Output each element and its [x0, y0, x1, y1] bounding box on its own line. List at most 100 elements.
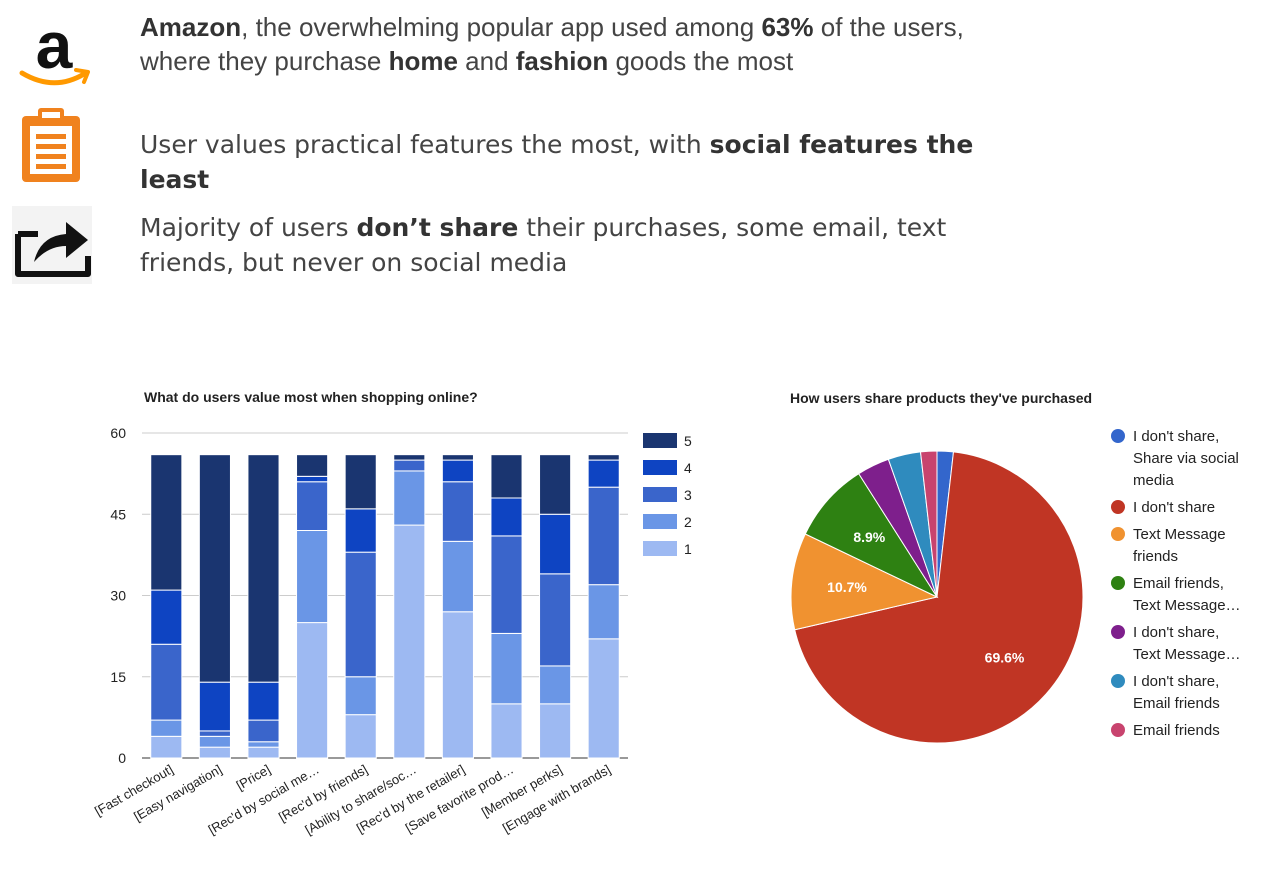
- legend-label: 5: [684, 433, 692, 449]
- bar-segment: [247, 454, 280, 683]
- legend-dot: [1111, 500, 1125, 514]
- bar-segment: [296, 454, 329, 477]
- bar-segment: [490, 497, 523, 537]
- legend-label: I don't share,: [1133, 673, 1219, 690]
- legend-label: Text Message…: [1133, 597, 1241, 614]
- bar-segment: [344, 714, 377, 759]
- insight-text-segment: social features the: [709, 130, 974, 159]
- insight-text-segment: , the overwhelming popular app used amon…: [241, 12, 762, 42]
- bar-segment: [247, 719, 280, 743]
- bar-segment: [150, 589, 183, 645]
- bar-segment: [296, 475, 329, 483]
- legend-label: Share via social: [1133, 450, 1239, 467]
- insight-sharing: Majority of users don’t share their purc…: [140, 210, 946, 280]
- legend-dot: [1111, 527, 1125, 541]
- bar-segment: [587, 454, 620, 461]
- insight-text-segment: where they purchase: [140, 46, 389, 76]
- bar-segment: [198, 735, 231, 748]
- legend-label: Text Message: [1133, 526, 1226, 543]
- y-tick-label: 45: [110, 506, 126, 522]
- legend-label: Email friends: [1133, 722, 1220, 739]
- bar-segment: [198, 746, 231, 759]
- pie-chart: How users share products they've purchas…: [790, 390, 1241, 744]
- insight-text-segment: User values practical features the most,…: [140, 130, 710, 159]
- bar-segment: [393, 454, 426, 461]
- y-tick-label: 60: [110, 425, 126, 441]
- legend-dot: [1111, 674, 1125, 688]
- bar-chart: What do users value most when shopping o…: [92, 389, 692, 837]
- bar-segment: [198, 681, 231, 732]
- bar-segment: [344, 676, 377, 716]
- legend-label: I don't share: [1133, 499, 1215, 516]
- insight-text-segment: fashion: [515, 46, 609, 76]
- bar-segment: [150, 454, 183, 591]
- bar-segment: [247, 741, 280, 748]
- legend-label: 4: [684, 460, 692, 476]
- insight-amazon: Amazon, the overwhelming popular app use…: [140, 10, 964, 78]
- bar-segment: [539, 454, 572, 515]
- bar-segment: [539, 703, 572, 759]
- bar-segment: [587, 638, 620, 759]
- insight-text-segment: least: [140, 165, 210, 194]
- bar-segment: [150, 643, 183, 721]
- legend-label: I don't share,: [1133, 428, 1219, 445]
- legend-label: 1: [684, 541, 692, 557]
- bar-segment: [296, 622, 329, 759]
- pie-data-label: 69.6%: [985, 649, 1025, 665]
- legend-label: Email friends: [1133, 695, 1220, 712]
- bar-segment: [198, 454, 231, 683]
- bar-segment: [198, 730, 231, 737]
- legend-label: media: [1133, 472, 1175, 489]
- clipboard-icon: [22, 108, 80, 182]
- legend-swatch: [643, 541, 677, 556]
- legend-dot: [1111, 576, 1125, 590]
- pie-data-label: 8.9%: [853, 529, 885, 545]
- legend-dot: [1111, 429, 1125, 443]
- legend-label: 3: [684, 487, 692, 503]
- bar-segment: [539, 573, 572, 667]
- bar-segment: [344, 551, 377, 678]
- bar-segment: [393, 459, 426, 472]
- insight-text-segment: goods the most: [608, 46, 794, 76]
- bar-segment: [490, 454, 523, 499]
- bar-segment: [247, 681, 280, 721]
- bar-segment: [441, 481, 474, 542]
- y-tick-label: 15: [110, 669, 126, 685]
- pie-slice: [804, 473, 939, 599]
- svg-text:a: a: [36, 10, 74, 82]
- legend-label: 2: [684, 514, 692, 530]
- legend-swatch: [643, 460, 677, 475]
- bar-segment: [150, 735, 183, 759]
- bar-segment: [587, 459, 620, 488]
- share-icon: [12, 206, 92, 284]
- bar-segment: [441, 454, 474, 461]
- legend-label: Text Message…: [1133, 646, 1241, 663]
- pie-slice: [794, 451, 1084, 744]
- pie-slice: [919, 450, 938, 598]
- insight-text-segment: and: [457, 46, 516, 76]
- bar-segment: [296, 530, 329, 624]
- legend-swatch: [643, 514, 677, 529]
- bar-segment: [539, 513, 572, 575]
- insight-text-segment: their purchases, some email, text: [518, 213, 947, 242]
- y-tick-label: 30: [110, 588, 126, 604]
- legend-swatch: [643, 433, 677, 448]
- bar-segment: [441, 459, 474, 483]
- bar-segment: [344, 454, 377, 510]
- bar-chart-title: What do users value most when shopping o…: [144, 389, 478, 405]
- pie-slice: [790, 533, 939, 631]
- x-tick-label: [Easy navigation]: [131, 762, 224, 824]
- bar-segment: [587, 486, 620, 586]
- bar-segment: [587, 584, 620, 640]
- legend-swatch: [643, 487, 677, 502]
- insight-text-segment: 63%: [761, 12, 814, 42]
- legend-label: Email friends,: [1133, 575, 1224, 592]
- bar-segment: [539, 665, 572, 705]
- legend-label: friends: [1133, 548, 1178, 565]
- legend-dot: [1111, 723, 1125, 737]
- y-tick-label: 0: [118, 750, 126, 766]
- insight-text-segment: don’t share: [356, 213, 519, 242]
- insight-text-segment: Amazon: [140, 12, 242, 42]
- bar-segment: [393, 470, 426, 526]
- insight-text-segment: home: [388, 46, 458, 76]
